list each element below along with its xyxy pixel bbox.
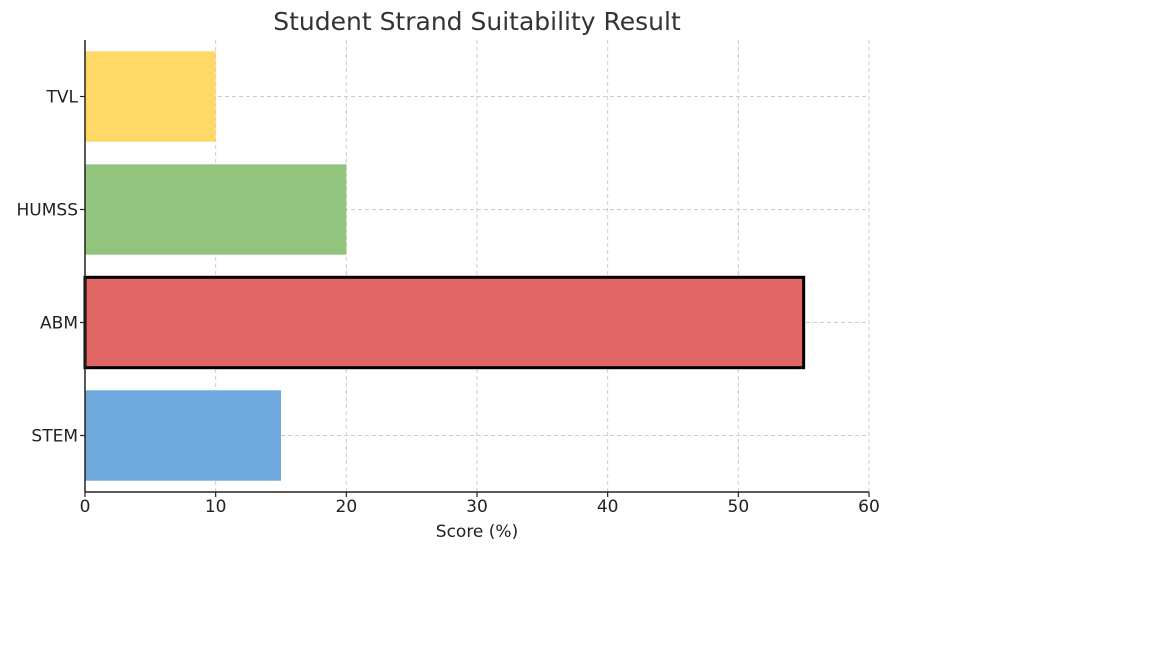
x-tick-label: 10 [205, 497, 227, 517]
bars [83, 51, 806, 481]
chart-title: Student Strand Suitability Result [273, 7, 681, 36]
x-tick-label: 20 [336, 497, 358, 517]
y-tick-label: HUMSS [17, 201, 78, 221]
bar-tvl [85, 51, 216, 142]
y-ticks: STEM ABM HUMSS TVL [17, 88, 85, 447]
x-ticks: 0 10 20 30 40 50 60 [80, 492, 880, 517]
x-tick-label: 30 [466, 497, 488, 517]
bar-stem [85, 390, 281, 481]
x-tick-label: 50 [728, 497, 750, 517]
y-tick-label: ABM [40, 314, 78, 334]
x-axis-label: Score (%) [436, 522, 518, 542]
x-tick-label: 60 [858, 497, 880, 517]
bar-abm [83, 275, 806, 370]
x-tick-label: 40 [597, 497, 619, 517]
x-tick-label: 0 [80, 497, 91, 517]
y-tick-label: STEM [31, 427, 78, 447]
y-tick-label: TVL [46, 88, 79, 108]
bar-humss [85, 164, 347, 255]
